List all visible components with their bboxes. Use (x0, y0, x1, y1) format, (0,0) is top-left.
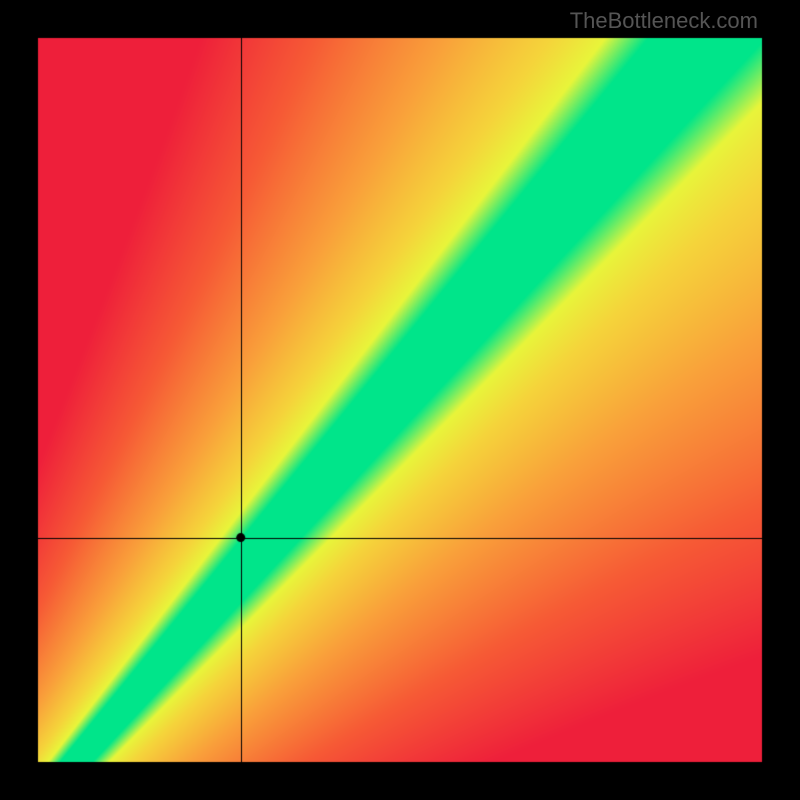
heatmap-canvas (0, 0, 800, 800)
watermark-text: TheBottleneck.com (570, 8, 758, 34)
chart-container: TheBottleneck.com (0, 0, 800, 800)
